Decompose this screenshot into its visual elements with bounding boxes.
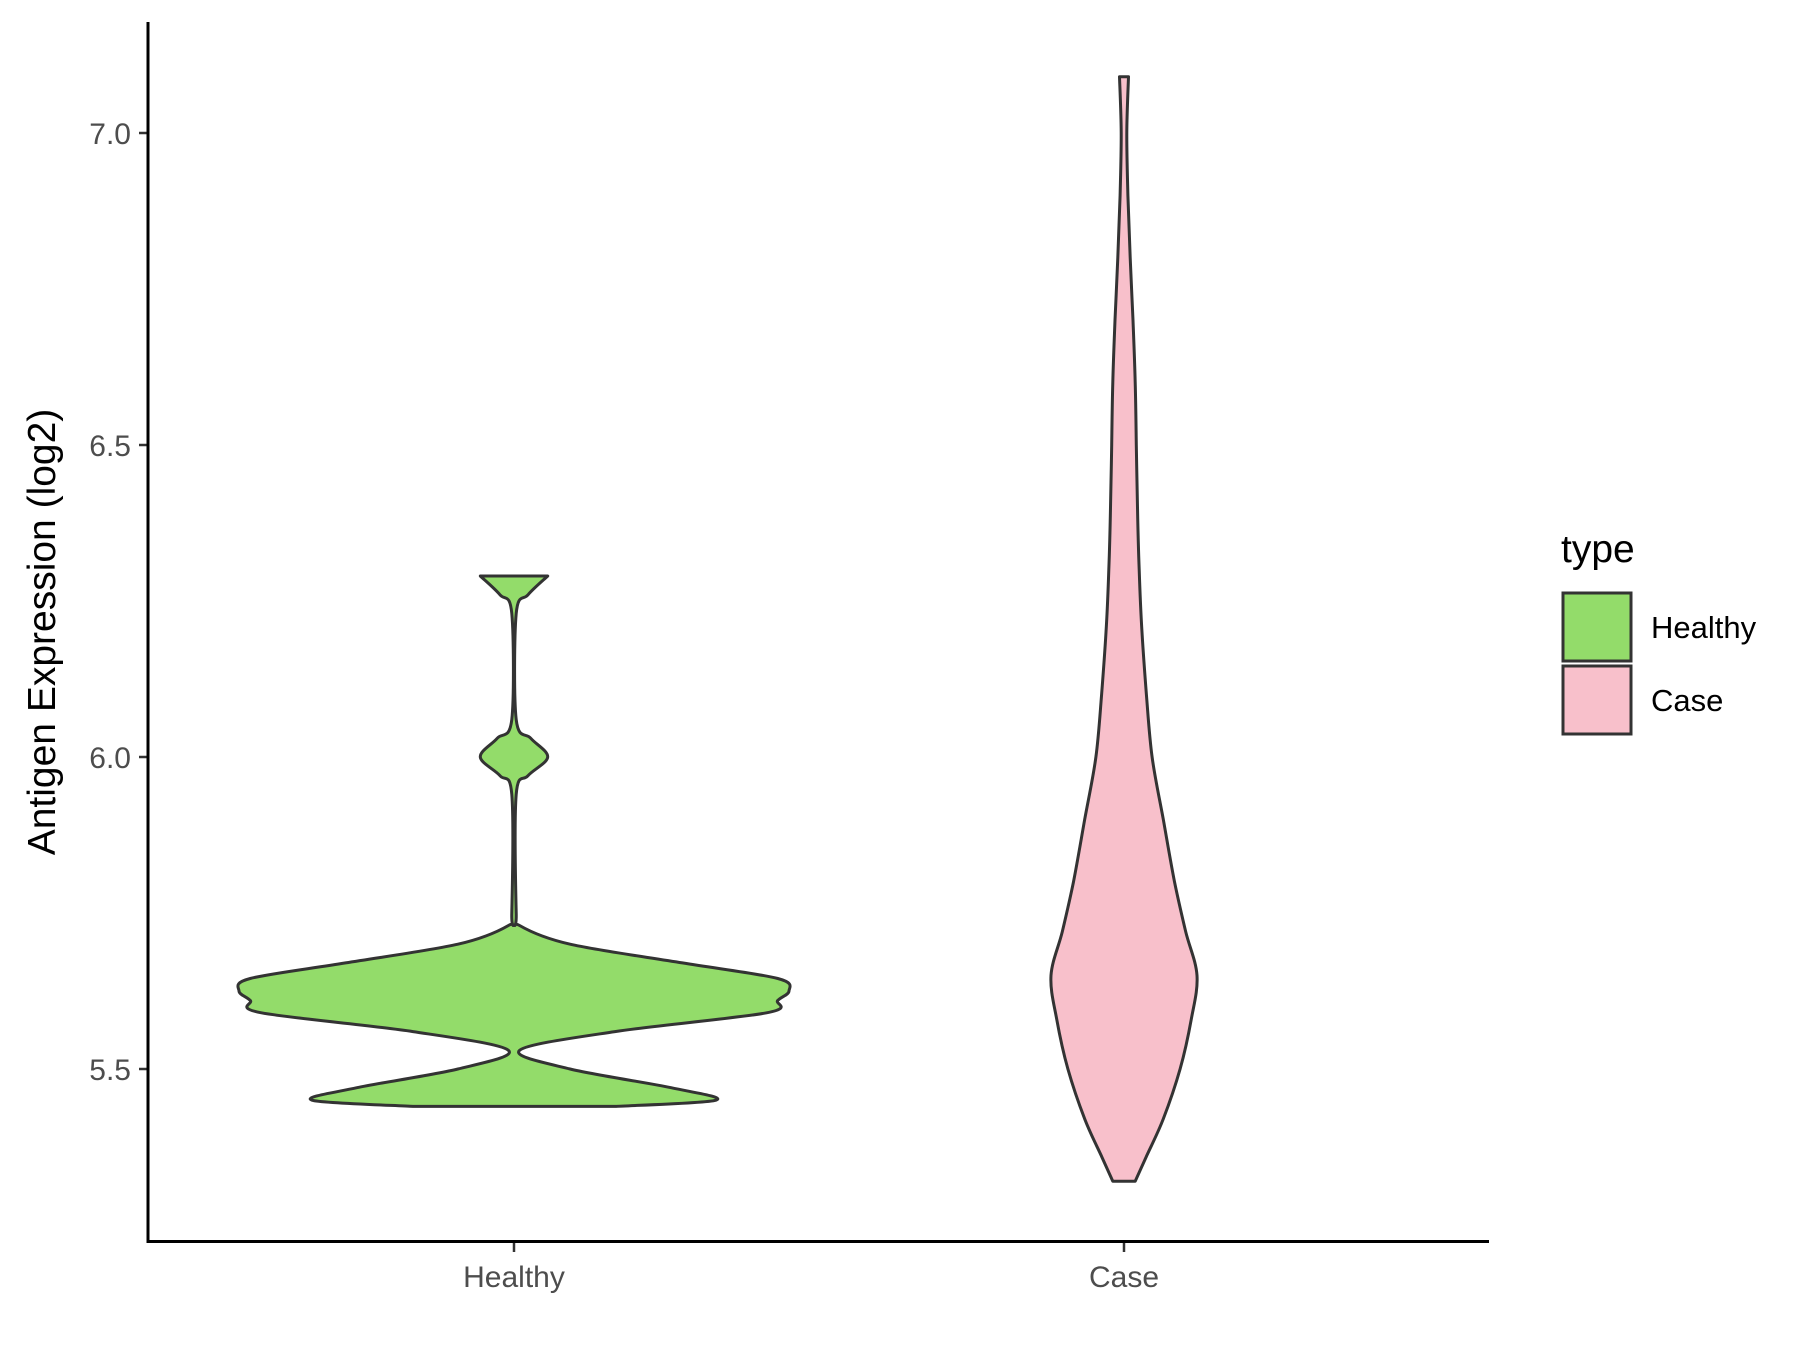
y-tick-label: 6.5: [89, 430, 131, 463]
y-tick-label: 7.0: [89, 118, 131, 151]
y-tick-label: 6.0: [89, 742, 131, 775]
x-tick-label: Healthy: [463, 1261, 565, 1294]
violin-case: [1049, 75, 1199, 1183]
legend-key-case: [1561, 664, 1633, 736]
plot-area: [236, 75, 1199, 1183]
x-axis-ticks: Healthy Case: [463, 1243, 1159, 1294]
legend-label-healthy: Healthy: [1651, 610, 1757, 645]
y-axis-ticks: 5.5 6.0 6.5 7.0: [89, 118, 148, 1087]
y-tick-label: 5.5: [89, 1054, 131, 1087]
legend: type Healthy Case: [1561, 528, 1757, 736]
legend-key-healthy: [1561, 591, 1633, 663]
x-tick-label: Case: [1089, 1261, 1159, 1294]
legend-title: type: [1561, 528, 1635, 571]
violin-healthy: [236, 574, 792, 1108]
legend-label-case: Case: [1651, 683, 1723, 718]
y-axis-title: Antigen Expression (log2): [21, 409, 64, 856]
